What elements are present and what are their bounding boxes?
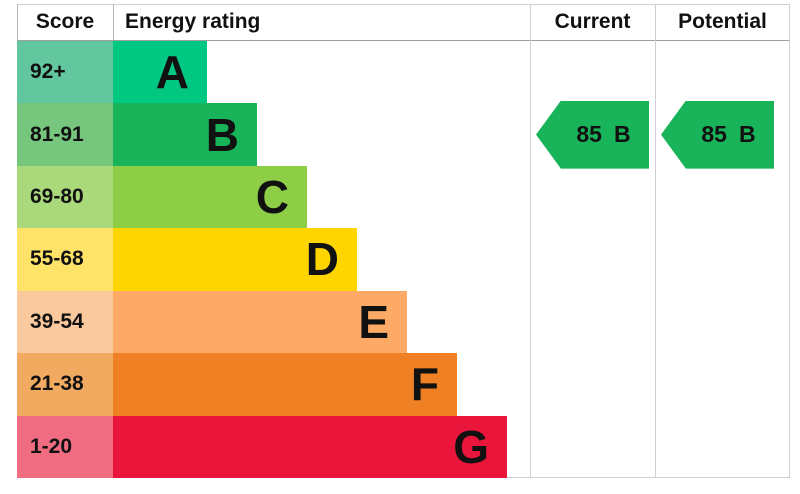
- score-range-a: 92+: [17, 41, 113, 104]
- potential-column-divider: [655, 4, 656, 478]
- band-bar-f: F: [113, 353, 457, 416]
- potential-column-header: Potential: [678, 10, 767, 33]
- band-row-g: 1-20 G: [17, 415, 790, 478]
- band-rows: 92+ A 81-91 B 69-80 C 55-68 D 39-54 E 21-38 F 1-20 G: [17, 41, 790, 478]
- header-underline: [17, 40, 790, 41]
- band-bar-c: C: [113, 165, 307, 229]
- band-row-c: 69-80 C: [17, 165, 790, 229]
- table-border-right: [789, 4, 790, 478]
- band-letter-e: E: [358, 295, 389, 348]
- potential-rating-band: B: [738, 121, 756, 148]
- score-range-d: 55-68: [17, 228, 113, 291]
- score-range-g: 1-20: [17, 415, 113, 478]
- score-range-b: 81-91: [17, 103, 113, 166]
- band-row-b: 81-91 B: [17, 103, 790, 166]
- band-bar-d: D: [113, 228, 357, 291]
- band-letter-d: D: [305, 233, 339, 286]
- band-row-e: 39-54 E: [17, 290, 790, 354]
- table-border-top: [17, 4, 790, 5]
- band-bar-g: G: [113, 415, 507, 478]
- score-range-e: 39-54: [17, 290, 113, 354]
- band-letter-a: A: [155, 46, 189, 99]
- band-row-d: 55-68 D: [17, 228, 790, 291]
- potential-rating-value: 85: [701, 121, 727, 148]
- band-letter-b: B: [205, 108, 239, 161]
- score-range-c: 69-80: [17, 165, 113, 229]
- score-range-f: 21-38: [17, 353, 113, 416]
- score-header-right-border: [113, 4, 114, 40]
- band-bar-a: A: [113, 41, 207, 104]
- energy-rating-column-header: Energy rating: [125, 10, 261, 33]
- score-header-left-border: [17, 4, 18, 40]
- current-rating-band: B: [613, 121, 631, 148]
- band-row-a: 92+ A: [17, 41, 790, 104]
- score-column-header: Score: [35, 10, 95, 33]
- current-column-divider: [530, 4, 531, 478]
- current-column-header: Current: [554, 10, 631, 33]
- current-rating-arrow: 85 B: [536, 100, 649, 169]
- band-letter-f: F: [410, 358, 439, 411]
- potential-rating-arrow: 85 B: [661, 100, 774, 169]
- current-rating-value: 85: [576, 121, 602, 148]
- band-bar-b: B: [113, 103, 257, 166]
- band-bar-e: E: [113, 290, 407, 354]
- rating-table: Score Energy rating Current Potential 92…: [17, 4, 790, 478]
- band-letter-c: C: [255, 171, 289, 224]
- band-letter-g: G: [453, 420, 489, 473]
- band-row-f: 21-38 F: [17, 353, 790, 416]
